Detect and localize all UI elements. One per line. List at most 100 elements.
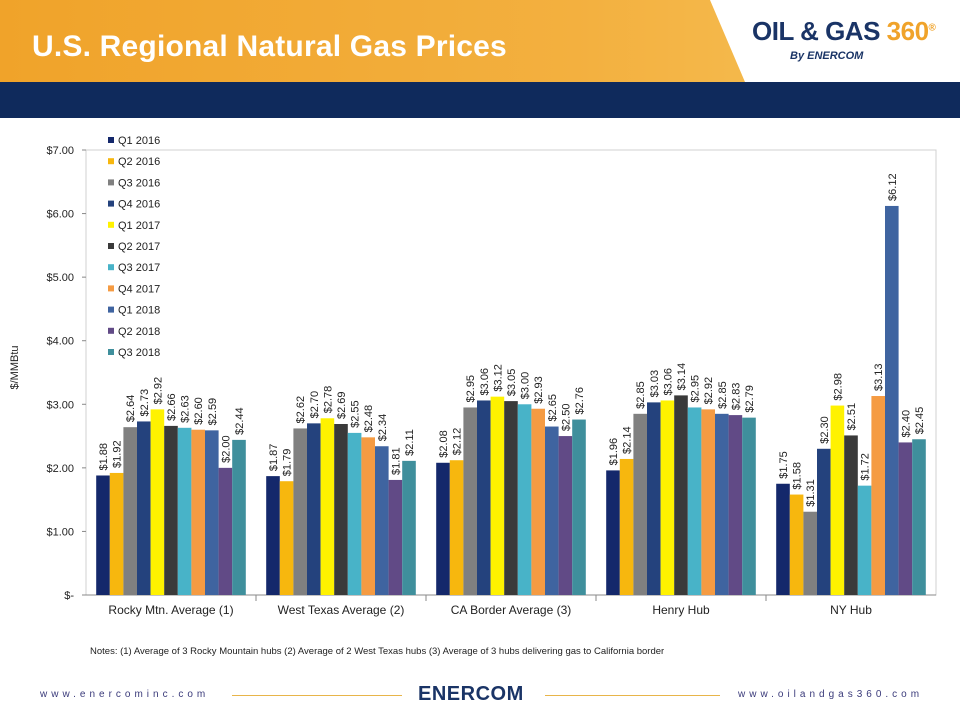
bar <box>137 421 151 595</box>
bar-data-label: $2.76 <box>574 387 586 415</box>
bar <box>205 430 219 595</box>
bar <box>606 470 620 595</box>
legend-label: Q3 2017 <box>118 262 160 274</box>
bar-data-label: $2.64 <box>125 395 137 423</box>
enercom-footer-logo: ENERCOM <box>418 683 524 705</box>
legend-label: Q3 2016 <box>118 177 160 189</box>
logo-registered-mark: ® <box>928 22 936 34</box>
bar-data-label: $2.55 <box>350 400 362 428</box>
legend-swatch <box>108 221 114 228</box>
bar <box>449 460 464 595</box>
x-category-label: Henry Hub <box>652 603 710 617</box>
bar-data-label: $1.75 <box>778 451 790 479</box>
bar-data-label: $3.13 <box>873 363 885 391</box>
bar-data-label: $1.88 <box>98 443 110 471</box>
bar-data-label: $3.14 <box>676 363 688 391</box>
chart-notes: Notes: (1) Average of 3 Rocky Mountain h… <box>90 646 665 657</box>
bar <box>715 413 729 595</box>
bar <box>150 409 165 595</box>
legend-label: Q1 2018 <box>118 305 160 317</box>
bar <box>674 395 688 595</box>
bar-data-label: $2.63 <box>180 395 192 423</box>
bar-data-label: $2.83 <box>730 383 742 411</box>
bar <box>803 511 817 595</box>
bar <box>504 401 518 595</box>
bar-data-label: $2.48 <box>363 405 375 433</box>
bar <box>687 407 702 595</box>
x-category-label: West Texas Average (2) <box>278 603 405 617</box>
footer-right-url[interactable]: www.oilandgas360.com <box>738 689 924 700</box>
y-tick-label: $2.00 <box>46 463 74 475</box>
bar <box>545 426 559 595</box>
bar <box>177 427 192 595</box>
bar <box>164 425 178 595</box>
legend-label: Q3 2018 <box>118 347 160 359</box>
bar-data-label: $1.96 <box>608 438 620 466</box>
bar <box>293 428 307 595</box>
bar-data-label: $2.85 <box>635 381 647 409</box>
bar-data-label: $2.66 <box>166 393 178 421</box>
bar-data-label: $3.05 <box>506 369 518 397</box>
bar <box>885 205 899 595</box>
bar <box>660 400 675 595</box>
bar-data-label: $2.12 <box>452 428 464 456</box>
bar-data-label: $2.60 <box>193 397 205 425</box>
bar <box>232 439 246 595</box>
y-axis-title: $/MMBtu <box>9 345 21 389</box>
bar-data-label: $6.12 <box>887 173 899 201</box>
y-tick-label: $- <box>64 590 74 602</box>
bar <box>647 402 661 595</box>
legend-swatch <box>108 327 114 334</box>
logo-text: OIL & GAS <box>752 16 887 46</box>
logo-subtitle: By ENERCOM <box>790 50 864 62</box>
bar <box>572 419 586 595</box>
bar <box>320 418 335 595</box>
logo-panel <box>710 0 960 82</box>
bar-data-label: $2.78 <box>322 386 334 414</box>
bar-data-label: $2.65 <box>547 394 559 422</box>
bar-data-label: $2.44 <box>234 407 246 435</box>
y-tick-label: $6.00 <box>46 209 74 221</box>
bar <box>307 423 321 595</box>
legend-swatch <box>108 158 114 165</box>
footer-left-url[interactable]: www.enercominc.com <box>40 689 210 700</box>
footer-divider-right <box>545 695 720 696</box>
legend-swatch <box>108 264 114 271</box>
bar <box>266 476 280 595</box>
bar-data-label: $2.79 <box>744 385 756 413</box>
legend-swatch <box>108 137 114 143</box>
bar <box>728 415 743 595</box>
bar <box>912 439 926 595</box>
bar-data-label: $1.81 <box>390 447 402 475</box>
bar-data-label: $3.12 <box>492 364 504 392</box>
title-band <box>0 82 960 118</box>
bar <box>844 435 858 595</box>
bar <box>123 427 137 595</box>
bar-data-label: $2.98 <box>832 373 844 401</box>
bar <box>871 396 885 595</box>
bar <box>347 432 362 595</box>
gas-price-chart: $- $1.00 $2.00 $3.00 $4.00 $5.00 $6.00 $7.00 $/M… <box>9 135 937 617</box>
y-tick-label: $5.00 <box>46 272 74 284</box>
bar <box>361 437 375 595</box>
bar-data-label: $2.34 <box>377 414 389 442</box>
bar <box>334 423 348 595</box>
bar <box>402 460 416 595</box>
bar-data-label: $2.70 <box>309 391 321 419</box>
legend-swatch <box>108 306 114 313</box>
y-tick-label: $3.00 <box>46 399 74 411</box>
bar-data-label: $2.59 <box>207 398 219 426</box>
bar-data-label: $1.87 <box>268 444 280 472</box>
x-category-label: CA Border Average (3) <box>451 603 572 617</box>
bar <box>218 467 233 595</box>
legend-label: Q2 2018 <box>118 326 160 338</box>
bar <box>388 479 403 595</box>
legend-swatch <box>108 243 114 249</box>
bar <box>776 483 790 595</box>
bar-data-label: $3.06 <box>479 368 491 396</box>
legend-label: Q2 2017 <box>118 241 160 253</box>
bar <box>279 481 294 595</box>
bar <box>633 413 647 595</box>
legend-swatch <box>108 179 114 186</box>
bar-data-label: $1.92 <box>112 440 124 468</box>
